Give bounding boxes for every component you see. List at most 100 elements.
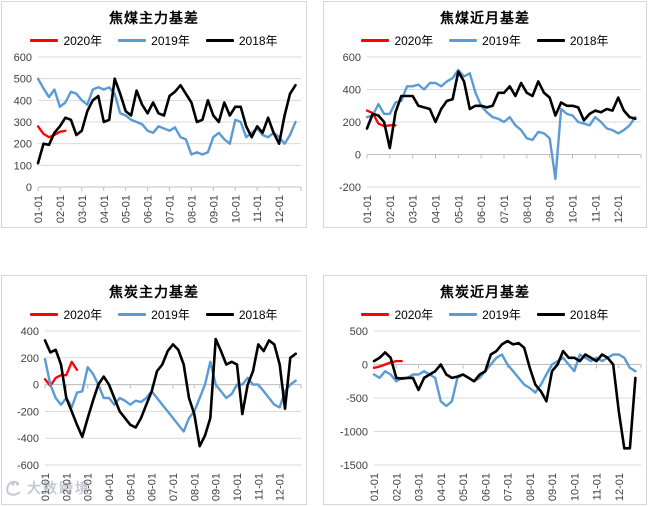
- svg-text:06-01: 06-01: [480, 473, 492, 501]
- legend-label: 2020年: [394, 34, 434, 48]
- chart-legend: 2020年 2019年 2018年: [30, 32, 278, 49]
- chart-panel-coke-main-basis: 焦炭主力基差 2020年 2019年 2018年 -600 -400 -200 0 20…: [1, 275, 307, 505]
- svg-text:06-01: 06-01: [147, 473, 159, 501]
- chart-legend: 2020年 2019年 2018年: [361, 306, 609, 323]
- legend-item-2018: 2018年: [536, 306, 609, 323]
- svg-text:01-01: 01-01: [369, 473, 381, 501]
- svg-text:400: 400: [21, 326, 39, 338]
- svg-text:07-01: 07-01: [499, 195, 511, 223]
- chart-panel-coking-coal-main-basis: 焦煤主力基差 2020年 2019年 2018年 0 100 200 300 400 50…: [1, 1, 307, 228]
- svg-text:06-01: 06-01: [476, 195, 488, 223]
- legend-label: 2018年: [238, 308, 278, 322]
- svg-text:100: 100: [14, 160, 32, 172]
- svg-text:05-01: 05-01: [453, 195, 465, 223]
- line-chart-coking-coal-main-basis: 0 100 200 300 400 500 600 01-01 02-01 03-01 04-01 0…: [14, 52, 302, 223]
- svg-text:-1000: -1000: [340, 427, 368, 439]
- svg-text:07-01: 07-01: [165, 195, 177, 223]
- svg-text:11-01: 11-01: [252, 195, 264, 222]
- svg-text:01-01: 01-01: [40, 473, 52, 501]
- legend-item-2018: 2018年: [205, 306, 278, 323]
- line-chart-coke-main-basis: -600 -400 -200 0 200 400 01-01 02-01 03-01 04-01 0…: [17, 326, 302, 501]
- svg-text:09-01: 09-01: [547, 473, 559, 501]
- svg-text:10-01: 10-01: [232, 473, 244, 501]
- svg-text:10-01: 10-01: [569, 473, 581, 501]
- svg-text:08-01: 08-01: [522, 195, 534, 223]
- svg-text:04-01: 04-01: [104, 473, 116, 501]
- legend-line-swatch-blue: [449, 39, 478, 42]
- legend-label: 2020年: [394, 308, 434, 322]
- svg-text:11-01: 11-01: [590, 195, 602, 222]
- svg-text:05-01: 05-01: [458, 473, 470, 501]
- svg-text:0: 0: [33, 380, 39, 392]
- legend-label: 2018年: [569, 34, 609, 48]
- svg-text:07-01: 07-01: [503, 473, 515, 501]
- svg-text:09-01: 09-01: [545, 195, 557, 223]
- svg-text:200: 200: [14, 139, 32, 151]
- chart-title: 焦炭近月基差: [440, 284, 530, 300]
- legend-item-2020: 2020年: [361, 306, 433, 323]
- legend-line-swatch-red: [361, 39, 390, 42]
- svg-text:02-01: 02-01: [61, 473, 73, 501]
- legend-line-swatch-black: [205, 313, 234, 316]
- svg-text:02-01: 02-01: [391, 473, 403, 501]
- svg-text:-200: -200: [339, 182, 361, 194]
- svg-text:08-01: 08-01: [186, 195, 198, 223]
- svg-text:05-01: 05-01: [125, 473, 137, 501]
- svg-text:07-01: 07-01: [168, 473, 180, 501]
- legend-label: 2019年: [151, 308, 190, 322]
- legend-item-2019: 2019年: [449, 32, 521, 49]
- legend-item-2018: 2018年: [536, 32, 609, 49]
- legend-label: 2019年: [482, 308, 521, 322]
- legend-label: 2020年: [63, 308, 103, 322]
- legend-line-swatch-red: [30, 313, 59, 316]
- svg-text:04-01: 04-01: [431, 195, 443, 223]
- legend-line-swatch-red: [361, 313, 390, 316]
- legend-line-swatch-black: [205, 39, 234, 42]
- svg-text:200: 200: [21, 353, 39, 365]
- line-chart-coke-near-month-basis: -1500 -1000 -500 0 500 01-01 02-01 03-01 04-01 05…: [340, 326, 642, 501]
- legend-item-2020: 2020年: [30, 32, 102, 49]
- svg-text:-200: -200: [17, 406, 39, 418]
- svg-text:06-01: 06-01: [143, 195, 155, 223]
- svg-text:400: 400: [343, 85, 361, 97]
- svg-text:02-01: 02-01: [55, 195, 67, 223]
- chart-panel-coking-coal-near-month-basis: 焦煤近月基差 2020年 2019年 2018年 -200 0 200 400 600 0…: [323, 1, 647, 228]
- svg-text:01-01: 01-01: [33, 195, 45, 223]
- legend-label: 2020年: [63, 34, 103, 48]
- svg-text:04-01: 04-01: [99, 195, 111, 223]
- svg-text:-500: -500: [346, 393, 368, 405]
- svg-text:12-01: 12-01: [274, 195, 286, 223]
- legend-label: 2019年: [151, 34, 190, 48]
- chart-legend: 2020年 2019年 2018年: [361, 32, 609, 49]
- legend-line-swatch-black: [536, 313, 565, 316]
- svg-text:12-01: 12-01: [614, 473, 626, 501]
- svg-text:01-01: 01-01: [362, 195, 374, 223]
- legend-label: 2018年: [569, 308, 609, 322]
- svg-text:05-01: 05-01: [121, 195, 133, 223]
- svg-text:12-01: 12-01: [613, 195, 625, 223]
- chart-legend: 2020年 2019年 2018年: [30, 306, 278, 323]
- svg-text:12-01: 12-01: [275, 473, 287, 501]
- legend-item-2019: 2019年: [118, 32, 190, 49]
- line-chart-coking-coal-near-month-basis: -200 0 200 400 600 01-01 02-01 03-01 04-01 05-01 0…: [339, 52, 642, 223]
- chart-title: 焦炭主力基差: [109, 284, 199, 300]
- legend-item-2018: 2018年: [205, 32, 278, 49]
- svg-text:10-01: 10-01: [568, 195, 580, 223]
- svg-text:09-01: 09-01: [211, 473, 223, 501]
- legend-label: 2018年: [238, 34, 278, 48]
- legend-line-swatch-blue: [118, 39, 147, 42]
- svg-text:03-01: 03-01: [414, 473, 426, 501]
- legend-item-2019: 2019年: [449, 306, 521, 323]
- legend-item-2020: 2020年: [361, 32, 433, 49]
- svg-text:0: 0: [362, 360, 368, 372]
- svg-text:600: 600: [343, 52, 361, 64]
- svg-text:400: 400: [14, 95, 32, 107]
- svg-text:03-01: 03-01: [77, 195, 89, 223]
- svg-text:0: 0: [355, 150, 361, 162]
- svg-text:500: 500: [350, 326, 368, 338]
- chart-title: 焦煤主力基差: [109, 10, 199, 26]
- legend-item-2020: 2020年: [30, 306, 102, 323]
- svg-text:09-01: 09-01: [208, 195, 220, 223]
